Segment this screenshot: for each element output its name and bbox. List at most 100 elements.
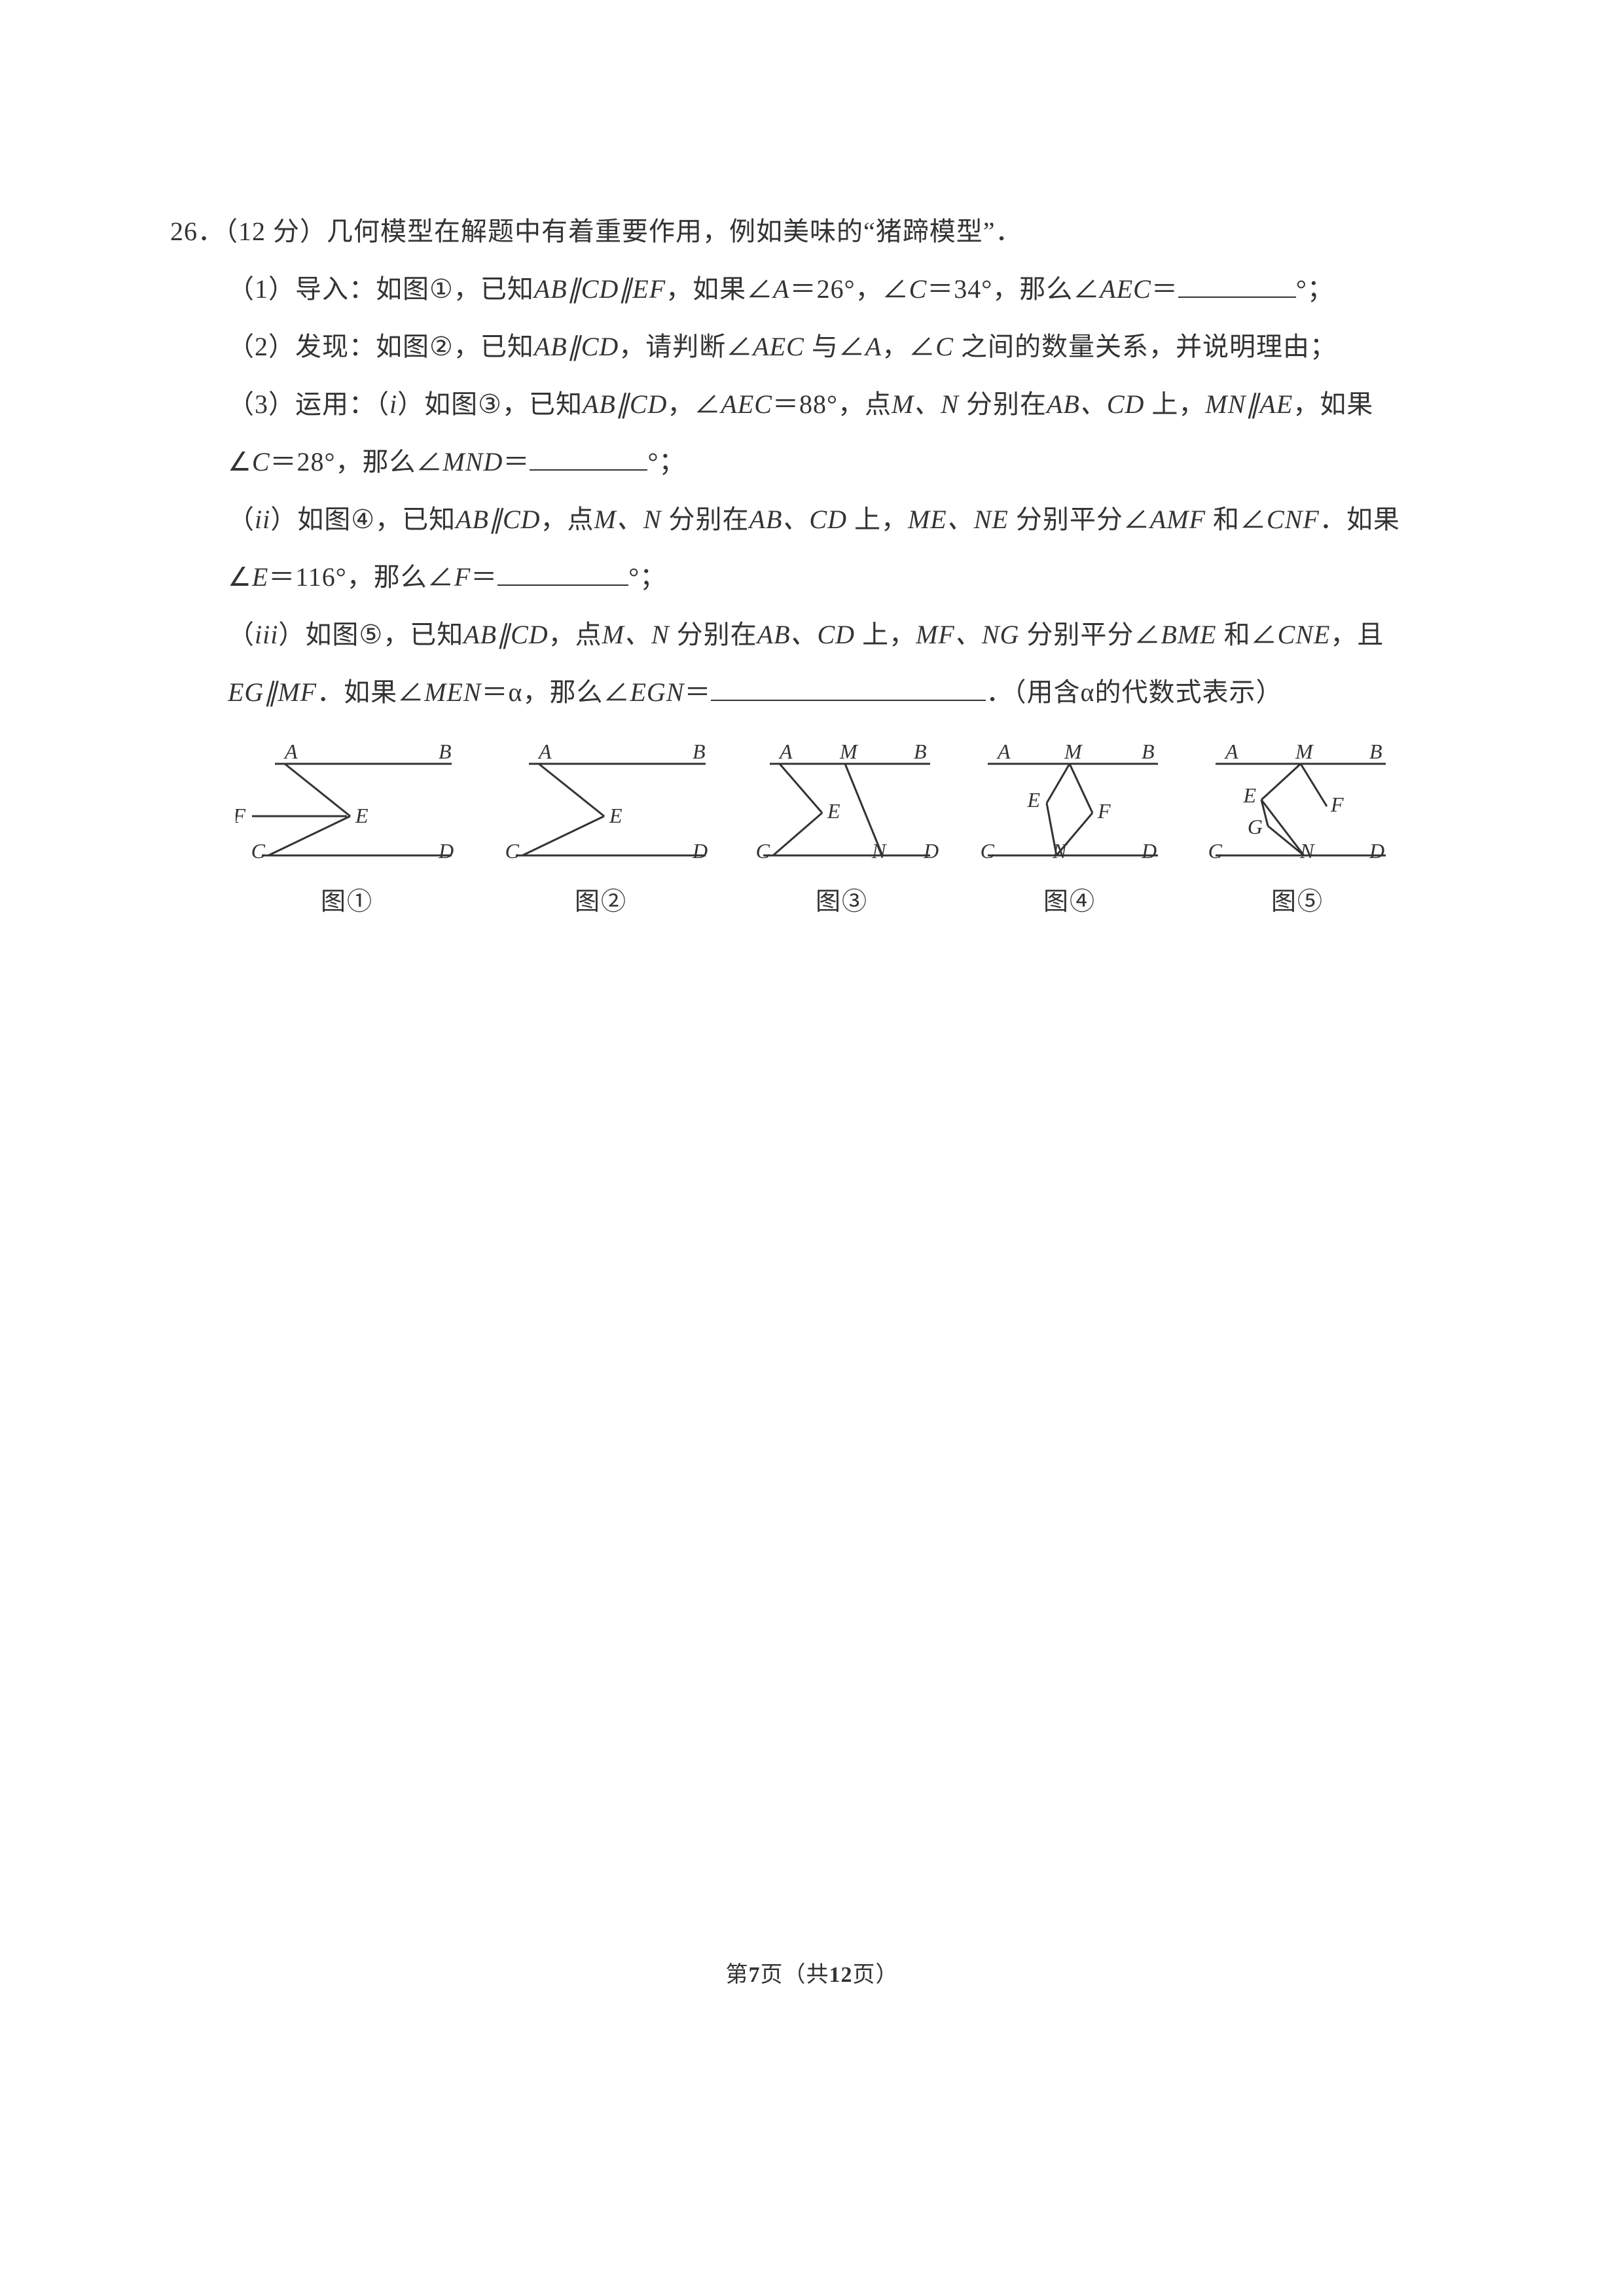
svg-text:E: E <box>827 799 840 823</box>
p1-AEC: AEC <box>1100 274 1151 304</box>
svg-text:F: F <box>236 804 245 827</box>
p1-C: C <box>909 274 928 304</box>
p5-close: ）如图 <box>278 620 359 649</box>
footer-mid: 页（共 <box>761 1963 829 1987</box>
p5-ABCD: AB、CD <box>757 620 855 649</box>
p3-AEC: AEC <box>721 389 772 419</box>
p4-close: ）如图 <box>270 505 351 534</box>
p3-blank[interactable] <box>530 446 647 471</box>
p4-c1: ，点 <box>541 505 594 534</box>
p4-and: 和∠ <box>1206 505 1267 534</box>
fig3-svg: AMBECND <box>744 741 940 872</box>
p5-tail2: ．（用含α的代数式表示） <box>986 677 1282 707</box>
p2-mid: 与∠ <box>804 332 865 361</box>
svg-text:N: N <box>871 839 887 863</box>
p4-AMF: AMF <box>1150 505 1206 534</box>
p2-prefix: （2）发现：如图 <box>228 332 429 361</box>
svg-text:B: B <box>914 741 927 763</box>
svg-text:B: B <box>693 741 706 763</box>
svg-text:M: M <box>839 741 859 763</box>
p5-circ: ⑤ <box>359 620 383 649</box>
q26-part3iii-l2: EG∥MF．如果∠MEN＝α，那么∠EGN＝．（用含α的代数式表示） <box>170 664 1454 721</box>
p5-bis: 分别平分∠ <box>1019 620 1161 649</box>
p4-F: F <box>454 562 471 592</box>
p4-ABCD: AB、CD <box>749 505 847 534</box>
p3-close: ）如图 <box>397 389 478 419</box>
q-intro: 几何模型在解题中有着重要作用，例如美味的“猪蹄模型”． <box>327 217 1022 246</box>
p5-BME: BME <box>1161 620 1216 649</box>
fig5-svg: AMBEGFCND <box>1199 741 1396 872</box>
q26-part3iii-l1: （iii）如图⑤，已知AB∥CD，点M、N 分别在AB、CD 上，MF、NG 分… <box>170 606 1454 664</box>
p4-eq1: ＝116°，那么∠ <box>268 562 454 592</box>
svg-text:E: E <box>1026 788 1040 812</box>
p5-CNE: CNE <box>1278 620 1331 649</box>
p3-C: C <box>252 447 270 476</box>
p1-eq1: ＝26°，∠ <box>790 274 909 304</box>
p3-eq2: ＝28°，那么∠ <box>270 447 443 476</box>
fig2-svg: ABECD <box>490 741 712 872</box>
svg-text:C: C <box>1208 839 1223 863</box>
p4-ii: ii <box>255 505 270 534</box>
p5-blank[interactable] <box>711 676 986 701</box>
p3-c1: ，∠ <box>667 389 721 419</box>
p3-eq1: ＝88°，点 <box>772 389 892 419</box>
p3-on2: 上， <box>1144 389 1205 419</box>
figures-row: ABFECD 图① ABECD 图② AMBECND 图③ AMBEFCND 图… <box>170 741 1454 917</box>
figure-3: AMBECND 图③ <box>744 741 940 917</box>
svg-text:N: N <box>1052 839 1068 863</box>
p4-a: ，已知 <box>375 505 456 534</box>
p4-eq2: ＝ <box>471 562 497 592</box>
p2-b: ，请判断∠ <box>619 332 753 361</box>
q26-head: 26．（12 分）几何模型在解题中有着重要作用，例如美味的“猪蹄模型”． <box>170 203 1454 260</box>
svg-text:F: F <box>1330 793 1344 816</box>
p5-on: 分别在 <box>670 620 757 649</box>
svg-text:B: B <box>1369 741 1382 763</box>
svg-text:A: A <box>537 741 552 763</box>
p4-l2a: ∠ <box>228 562 252 592</box>
p3-circ: ③ <box>478 389 502 419</box>
svg-text:M: M <box>1064 741 1083 763</box>
page-footer: 第7页（共12页） <box>0 1956 1624 1988</box>
p1-tail: °； <box>1296 274 1334 304</box>
p4-on2: 上， <box>847 505 908 534</box>
footer-suffix: 页） <box>853 1963 899 1987</box>
p3-MNAE: MN∥AE <box>1205 389 1293 419</box>
svg-text:E: E <box>1242 783 1256 807</box>
q-number: 26 <box>170 217 198 246</box>
p4-blank[interactable] <box>497 561 628 586</box>
q26-part3i-l1: （3）运用：（i）如图③，已知AB∥CD，∠AEC＝88°，点M、N 分别在AB… <box>170 376 1454 433</box>
p2-tail: 之间的数量关系，并说明理由； <box>954 332 1337 361</box>
p4-tail2: °； <box>628 562 666 592</box>
p1-a: ，已知 <box>454 274 534 304</box>
p4-expr1: AB∥CD <box>456 505 540 534</box>
page: 26．（12 分）几何模型在解题中有着重要作用，例如美味的“猪蹄模型”． （1）… <box>0 0 1624 2296</box>
svg-text:E: E <box>609 804 623 827</box>
p3-a: ，已知 <box>502 389 583 419</box>
p5-EGN: EGN <box>630 677 684 707</box>
svg-text:C: C <box>981 839 995 863</box>
fig5-caption: 图⑤ <box>1271 881 1324 917</box>
p2-A: A <box>865 332 882 361</box>
p4-bis: 分别平分∠ <box>1009 505 1150 534</box>
p4-on: 分别在 <box>662 505 749 534</box>
figure-1: ABFECD 图① <box>236 741 458 917</box>
p5-MEN: MEN <box>424 677 481 707</box>
svg-text:G: G <box>1248 815 1263 838</box>
p5-prefix: （ <box>228 620 255 649</box>
svg-text:D: D <box>1141 839 1157 863</box>
figure-2: ABECD 图② <box>490 741 712 917</box>
figure-4: AMBEFCND 图④ <box>971 741 1168 917</box>
p2-C: C <box>935 332 954 361</box>
svg-text:A: A <box>996 741 1011 763</box>
p3-on: 分别在 <box>959 389 1047 419</box>
p5-tail1: ，且 <box>1330 620 1384 649</box>
p1-circ: ① <box>429 274 454 304</box>
p3-MN: M、N <box>892 389 959 419</box>
p5-iii: iii <box>255 620 278 649</box>
p4-MN: M、N <box>594 505 662 534</box>
p4-tail1: ．如果 <box>1320 505 1400 534</box>
q26-part3ii-l1: （ii）如图④，已知AB∥CD，点M、N 分别在AB、CD 上，ME、NE 分别… <box>170 491 1454 548</box>
p1-blank[interactable] <box>1178 273 1296 298</box>
fig1-caption: 图① <box>321 881 373 917</box>
footer-page-num: 7 <box>749 1963 761 1987</box>
